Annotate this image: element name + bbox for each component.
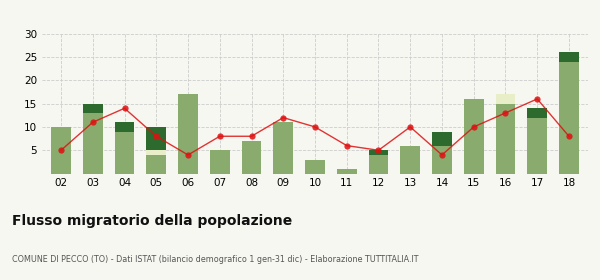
Bar bbox=[368, 150, 388, 155]
Bar bbox=[368, 155, 388, 174]
Bar bbox=[146, 155, 166, 174]
Bar bbox=[559, 62, 579, 174]
Bar bbox=[496, 104, 515, 174]
Bar bbox=[146, 127, 166, 150]
Bar bbox=[305, 160, 325, 174]
Bar bbox=[527, 108, 547, 118]
Bar bbox=[51, 127, 71, 174]
Bar bbox=[559, 52, 579, 62]
Text: Flusso migratorio della popolazione: Flusso migratorio della popolazione bbox=[12, 214, 292, 228]
Bar bbox=[464, 99, 484, 174]
Bar bbox=[115, 122, 134, 132]
Bar bbox=[242, 141, 262, 174]
Bar bbox=[432, 146, 452, 174]
Bar bbox=[146, 150, 166, 155]
Bar bbox=[178, 94, 198, 174]
Bar bbox=[83, 104, 103, 113]
Bar bbox=[83, 113, 103, 174]
Bar bbox=[337, 169, 356, 174]
Bar bbox=[527, 118, 547, 174]
Text: COMUNE DI PECCO (TO) - Dati ISTAT (bilancio demografico 1 gen-31 dic) - Elaboraz: COMUNE DI PECCO (TO) - Dati ISTAT (bilan… bbox=[12, 255, 419, 264]
Bar bbox=[400, 146, 420, 174]
Bar bbox=[432, 132, 452, 146]
Bar bbox=[496, 94, 515, 104]
Bar bbox=[115, 132, 134, 174]
Bar bbox=[274, 122, 293, 174]
Bar bbox=[210, 150, 230, 174]
